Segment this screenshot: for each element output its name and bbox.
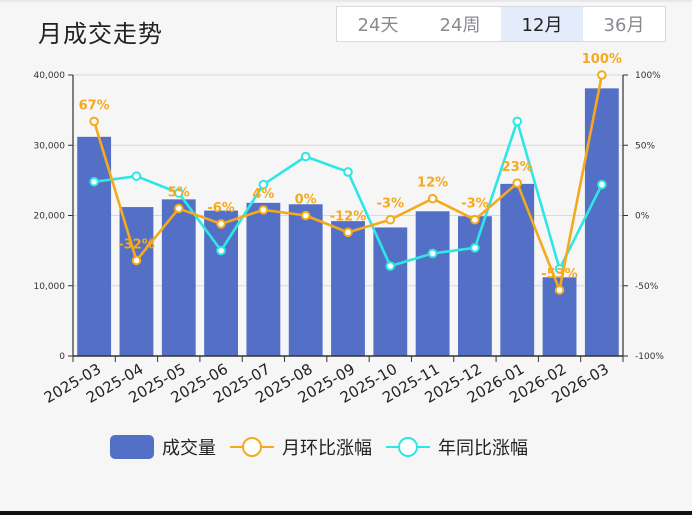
bar-volume [161, 199, 196, 356]
mom-point [554, 285, 565, 295]
bar-volume [373, 227, 408, 356]
y-left-tick-label: 0 [59, 352, 65, 362]
legend-item-mom[interactable]: 月环比涨幅 [230, 434, 372, 460]
tab-24-days[interactable]: 24天 [357, 15, 399, 36]
mom-data-label: 0% [295, 193, 317, 208]
mom-data-label: 100% [582, 52, 622, 67]
bar-volume [288, 204, 323, 356]
yoy-point [300, 151, 311, 162]
range-tabs: 24天 24周 12月 36月 [336, 6, 666, 42]
mom-data-label: 67% [79, 98, 110, 113]
legend-line-swatch-mom [230, 435, 274, 459]
mom-point [258, 205, 269, 215]
mom-data-label: -53% [541, 267, 578, 282]
mom-point [385, 214, 396, 225]
yoy-point [258, 179, 269, 190]
y-left-tick-label: 30,000 [34, 141, 66, 151]
mom-point [512, 178, 523, 188]
tab-36-months[interactable]: 36月 [603, 15, 645, 36]
yoy-point [427, 248, 438, 259]
mom-point [131, 255, 142, 266]
tab-12-months[interactable]: 12月 [501, 7, 583, 41]
mom-data-label: 5% [168, 185, 190, 200]
bar-volume [415, 211, 450, 356]
yoy-point [512, 116, 523, 127]
legend-label-volume: 成交量 [162, 438, 216, 459]
bar-volume [331, 221, 365, 356]
legend-label-mom: 月环比涨幅 [282, 438, 372, 459]
y-right-tick-label: 50% [635, 141, 655, 151]
mom-data-label: -32% [118, 237, 155, 252]
yoy-point [173, 188, 184, 198]
mom-point [89, 116, 99, 127]
y-right-tick-label: 100% [635, 71, 661, 81]
bar-volume [458, 216, 492, 356]
top-divider [0, 0, 692, 2]
mom-point [216, 219, 226, 229]
legend-label-yoy: 年同比涨幅 [438, 438, 528, 459]
yoy-point [131, 171, 142, 181]
mom-point [173, 203, 184, 214]
bar-volume [246, 202, 281, 356]
mom-data-label: -6% [207, 201, 234, 216]
yoy-point [385, 261, 396, 271]
yoy-point [343, 167, 353, 177]
legend-item-volume[interactable]: 成交量 [110, 434, 216, 460]
mom-data-label: 4% [252, 187, 274, 202]
yoy-point [597, 179, 607, 190]
y-left-tick-label: 10,000 [34, 282, 66, 292]
mom-point [470, 214, 480, 225]
y-left-tick-label: 20,000 [34, 212, 66, 222]
bar-volume [77, 136, 112, 356]
bottom-divider [0, 511, 692, 515]
legend-bar-swatch [110, 435, 154, 459]
yoy-point [470, 243, 480, 253]
tab-24-weeks[interactable]: 24周 [439, 15, 481, 36]
mom-data-label: 23% [502, 160, 533, 175]
yoy-point [216, 245, 226, 256]
y-right-tick-label: 0% [635, 212, 650, 222]
y-right-tick-label: -100% [635, 352, 664, 362]
mom-point [300, 210, 311, 221]
mom-point [597, 70, 607, 80]
chart-legend: 成交量 月环比涨幅 年同比涨幅 [110, 432, 630, 462]
y-right-tick-label: -50% [635, 282, 659, 292]
mom-data-label: 12% [417, 176, 448, 191]
page-title: 月成交走势 [38, 20, 163, 48]
mom-point [427, 193, 438, 204]
legend-line-swatch-yoy [386, 435, 430, 459]
bar-volume [119, 207, 154, 356]
yoy-point [89, 176, 99, 187]
mom-point [343, 227, 353, 238]
mom-data-label: -3% [461, 197, 488, 212]
mom-data-label: -3% [377, 197, 404, 212]
mom-data-label: -12% [330, 209, 367, 224]
y-left-tick-label: 40,000 [34, 71, 66, 81]
monthly-volume-chart: 0 10,000 20,000 30,000 40,000 -100% -50% 0% 50% 1… [34, 52, 665, 407]
legend-item-yoy[interactable]: 年同比涨幅 [386, 434, 528, 460]
